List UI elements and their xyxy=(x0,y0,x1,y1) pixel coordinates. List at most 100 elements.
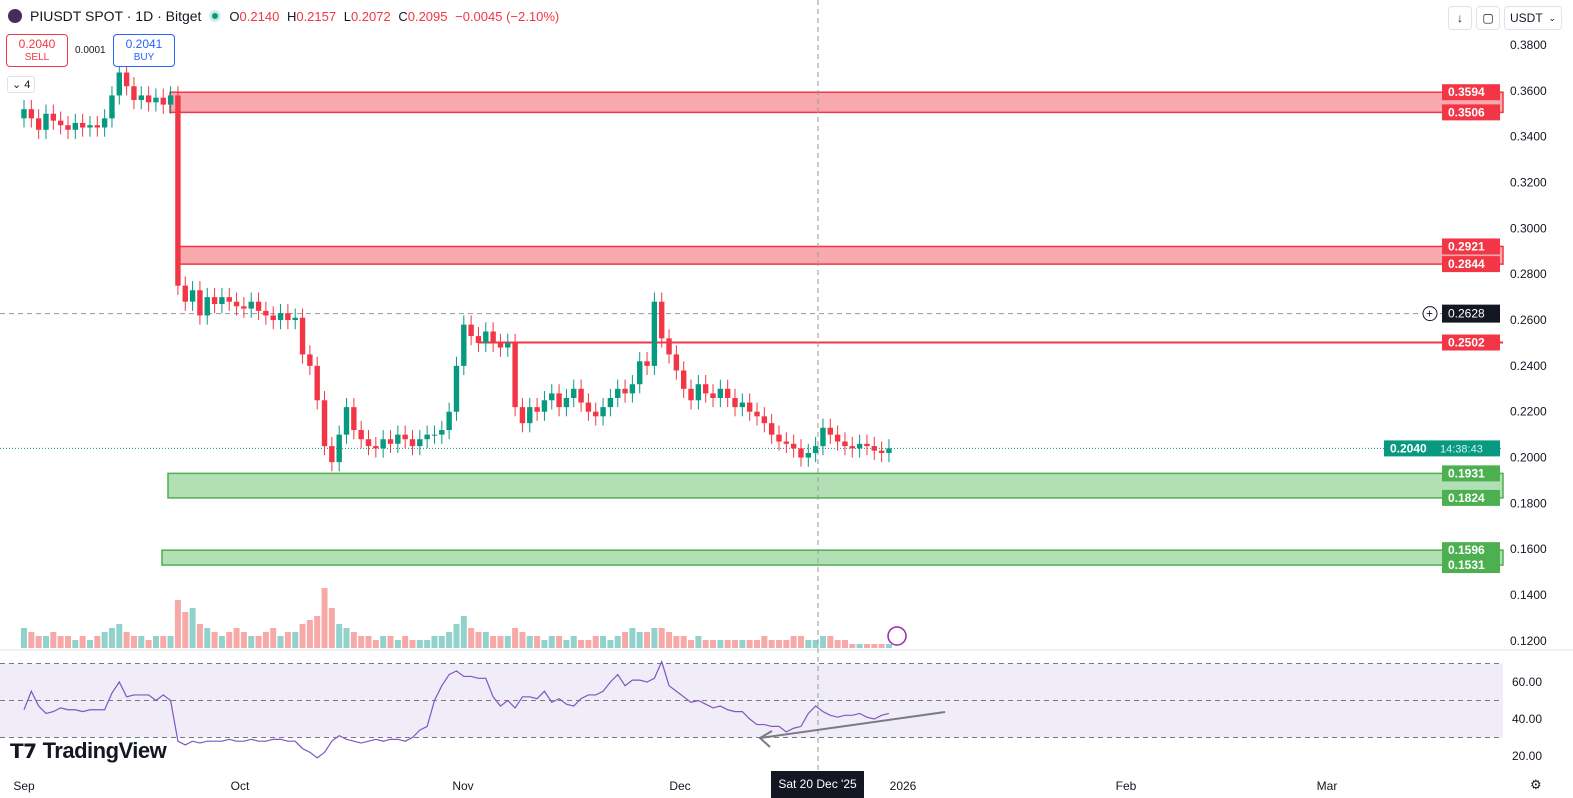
volume-bar xyxy=(174,600,181,648)
download-button[interactable]: ↓ xyxy=(1448,6,1472,30)
sell-button[interactable]: 0.2040 SELL xyxy=(6,34,68,67)
candle-body xyxy=(35,118,42,130)
candle-body xyxy=(402,434,408,440)
volume-bar xyxy=(138,636,145,648)
price-tick: 0.2200 xyxy=(1510,405,1547,419)
high-value: 0.2157 xyxy=(296,8,337,24)
volume-bar xyxy=(695,636,702,648)
volume-bar xyxy=(130,636,137,648)
last-price-tag: 0.2040 xyxy=(1390,441,1427,455)
tradingview-logo: 𝗧𝟳 TradingView xyxy=(10,738,167,764)
candle-body xyxy=(673,354,680,371)
rsi-tick: 20.00 xyxy=(1512,749,1542,763)
volume-bar xyxy=(790,636,797,648)
volume-bar xyxy=(863,644,870,648)
resistance-price-tag-bg xyxy=(1442,238,1500,255)
volume-bar xyxy=(123,632,130,648)
coin-logo-icon xyxy=(8,9,22,23)
crosshair-price-label: 0.2628 xyxy=(1448,307,1485,321)
open-label: O xyxy=(229,8,240,24)
volume-bar xyxy=(541,640,548,648)
candle-body xyxy=(776,434,782,442)
fullscreen-button[interactable]: ▢ xyxy=(1476,6,1500,30)
volume-bar xyxy=(35,636,42,648)
candle-body xyxy=(439,430,445,435)
price-tick: 0.2000 xyxy=(1510,451,1547,465)
candle-body xyxy=(812,446,819,453)
resistance-zone xyxy=(169,91,1504,114)
candle-body xyxy=(417,439,423,447)
volume-bar xyxy=(438,636,445,648)
candle-body xyxy=(358,430,364,440)
volume-bar xyxy=(262,632,269,648)
candle-body xyxy=(131,86,137,101)
candle-body xyxy=(607,397,614,408)
candle-body xyxy=(94,125,100,128)
candle-body xyxy=(395,434,401,444)
price-tick: 0.2600 xyxy=(1510,313,1547,327)
volume-bar xyxy=(204,628,211,648)
volume-bar xyxy=(710,640,717,648)
candle-body xyxy=(72,122,79,130)
volume-bar xyxy=(387,636,394,648)
high-label: H xyxy=(286,8,297,24)
volume-bar xyxy=(42,636,49,648)
volume-bar xyxy=(358,636,365,648)
volume-bar xyxy=(856,644,863,648)
buy-button[interactable]: 0.2041 BUY xyxy=(113,34,175,67)
market-status-icon xyxy=(209,10,222,22)
candle-body xyxy=(431,434,438,436)
currency-select[interactable]: USDT ⌄ xyxy=(1504,6,1562,30)
volume-bar xyxy=(570,636,577,648)
volume-bar xyxy=(702,640,709,648)
candle-body xyxy=(739,402,746,408)
volume-bar xyxy=(556,636,563,648)
symbol-title[interactable]: PIUSDT SPOT · 1D · Bitget xyxy=(30,8,202,24)
volume-bar xyxy=(636,632,643,648)
candle-body xyxy=(123,72,130,87)
indicators-toggle[interactable]: ⌄ 4 xyxy=(7,76,36,93)
buy-label: BUY xyxy=(133,52,155,63)
candle-body xyxy=(233,301,240,307)
volume-bar xyxy=(343,628,350,648)
candle-body xyxy=(182,285,188,302)
add-alert-icon xyxy=(1422,306,1438,322)
volume-bar xyxy=(182,612,189,648)
volume-bar xyxy=(805,640,812,648)
volume-bar xyxy=(380,636,387,648)
volume-bar xyxy=(482,632,489,648)
volume-bar xyxy=(72,640,79,648)
volume-bar xyxy=(475,632,482,648)
volume-bar xyxy=(292,632,299,648)
volume-bar xyxy=(768,640,775,648)
price-tick: 0.2400 xyxy=(1510,359,1547,373)
candle-body xyxy=(724,388,731,398)
resistance-price-tag: 0.2921 xyxy=(1448,239,1485,253)
candle-body xyxy=(681,370,687,389)
volume-bar xyxy=(446,632,453,648)
support-zone xyxy=(167,472,1504,499)
candle-body xyxy=(527,407,533,424)
candle-body xyxy=(270,315,276,321)
price-tick: 0.3600 xyxy=(1510,84,1547,98)
volume-bar xyxy=(519,632,526,648)
support-price-tag: 0.1596 xyxy=(1448,543,1485,557)
volume-bar xyxy=(666,632,673,648)
volume-bar xyxy=(460,616,467,648)
volume-bar xyxy=(50,632,57,648)
trend-arrow-icon xyxy=(758,730,773,748)
candle-body xyxy=(175,95,181,286)
volume-bar xyxy=(145,640,152,648)
volume-bar xyxy=(607,640,614,648)
resistance-price-tag-bg xyxy=(1442,256,1500,273)
candle-body xyxy=(534,407,540,412)
settings-icon[interactable]: ⚙ xyxy=(1530,777,1542,792)
candle-body xyxy=(446,411,452,431)
volume-bar xyxy=(196,624,203,648)
volume-bar xyxy=(255,636,262,648)
volume-bar xyxy=(600,636,607,648)
spread-value: 0.0001 xyxy=(75,45,106,56)
volume-bar xyxy=(218,636,225,648)
resistance-price-tag-bg xyxy=(1442,84,1500,101)
